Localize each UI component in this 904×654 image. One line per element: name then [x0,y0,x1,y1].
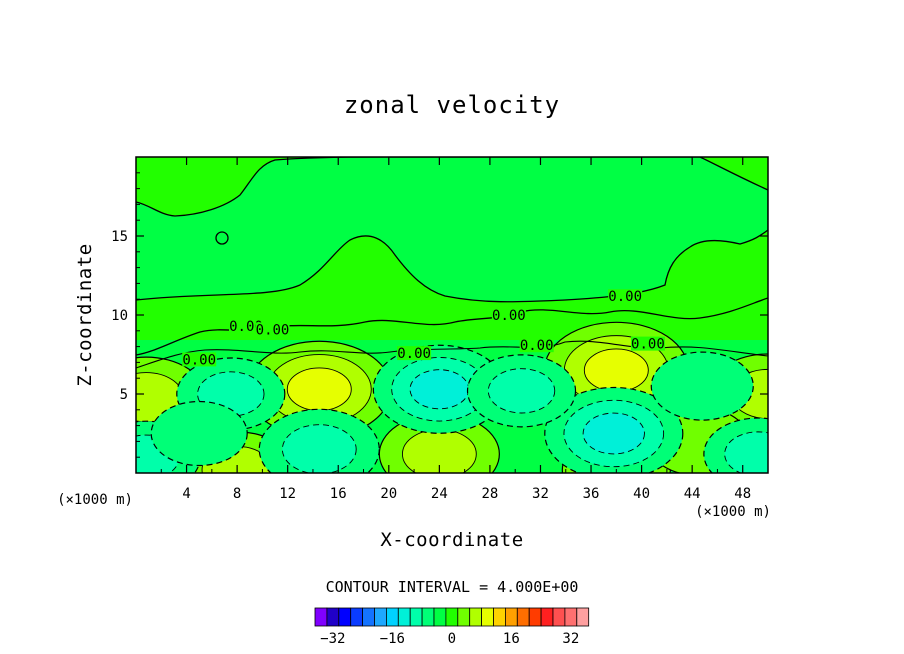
colorbar-cell [457,607,471,627]
colorbar-cell [469,607,483,627]
colorbar-cell [421,607,435,627]
x-tick-label: 16 [330,486,347,502]
contour-ring-0-2 [286,367,352,412]
contour-label: 0.00 [182,352,216,368]
contour-field [136,157,768,473]
contour-label-bg [491,308,526,323]
contour-label-bg [608,289,643,304]
x-tick-label: 28 [481,486,498,502]
contour-labels: 0.000.000.000.000.000.000.000.00 [182,289,665,368]
x-tick-label: 44 [684,486,701,502]
colorbar-cell [528,607,542,627]
contour-label-bg [630,336,665,351]
x-tick-label: 24 [431,486,448,502]
x-unit-right: (×1000 m) [695,504,771,520]
contour-label-bg [255,322,290,337]
colorbar-cell [552,607,566,627]
contour-label: 0.00 [229,319,263,335]
upper-region-contour [136,157,768,303]
colorbar-cell [516,607,530,627]
colorbar-tick-label: 32 [562,631,579,647]
contour-label-bg [228,319,263,334]
contour-label-bg [397,346,432,361]
colorbar-tick-label: −32 [320,631,345,647]
colorbar-cell [350,607,364,627]
contour-label: 0.00 [492,308,526,324]
colorbar-cell [374,607,387,627]
y-axis-label: Z-coordinate [74,243,96,386]
colorbar-cell [338,607,352,627]
colorbar-tick-label: 16 [503,631,520,647]
x-tick-label: 8 [233,486,241,502]
contour-ring-15-1 [724,431,768,473]
colorbar-tick-label: 0 [448,631,456,647]
colorbar-cell [576,607,590,627]
colorbar-cell [314,607,328,627]
contour-ring-11-1 [487,368,556,414]
colorbar-cell [493,607,506,627]
colorbar-tick-labels: −32 −16 0 16 32 [320,631,579,647]
x-tick-label: 48 [734,486,751,502]
small-closed-contour [215,231,229,245]
contour-ring-12-0 [650,351,754,421]
zero-contour-line [136,297,768,356]
y-tick-label: 5 [120,387,128,403]
colorbar-cell [504,607,518,627]
x-tick-label: 40 [633,486,650,502]
contour-ring-13-1 [281,424,357,473]
contour-label: 0.00 [608,289,642,305]
contour-label: 0.00 [520,338,554,354]
colorbar-cell [409,607,423,627]
y-tick-label: 15 [111,229,128,245]
x-axis-ticks: 4 8 12 16 20 24 28 32 36 40 44 48 [160,157,751,502]
y-tick-label: 10 [111,308,128,324]
y-axis-ticks: 5 10 15 [111,172,768,458]
chart-title: zonal velocity [344,91,560,119]
colorbar-cell [326,607,340,627]
x-tick-label: 12 [279,486,296,502]
contour-label: 0.00 [631,337,665,353]
colorbar [314,607,590,627]
contour-interval-text: CONTOUR INTERVAL = 4.000E+00 [326,578,579,596]
x-tick-label: 36 [583,486,600,502]
contour-marks [136,321,768,473]
colorbar-cell [564,607,578,627]
colorbar-cell [362,607,375,627]
x-unit-left: (×1000 m) [57,492,133,508]
contour-label-bg [182,352,217,367]
contour-ring-1-2 [583,348,649,393]
x-tick-label: 20 [380,486,397,502]
contour-label: 0.00 [397,346,431,362]
colorbar-cell [540,607,554,627]
colorbar-cell [433,607,447,627]
colorbar-cell [445,607,459,627]
contour-label: 0.00 [256,322,290,338]
x-axis-label: X-coordinate [380,529,523,551]
contour-ring-9-2 [582,412,645,455]
colorbar-cell [397,607,411,627]
contour-ring-16-0 [150,400,248,467]
x-tick-label: 32 [532,486,549,502]
x-tick-label: 4 [182,486,190,502]
contour-ring-8-2 [409,369,470,410]
colorbar-tick-label: −16 [380,631,405,647]
contour-label-bg [519,338,554,353]
colorbar-cell [481,607,494,627]
colorbar-cell [385,607,399,627]
